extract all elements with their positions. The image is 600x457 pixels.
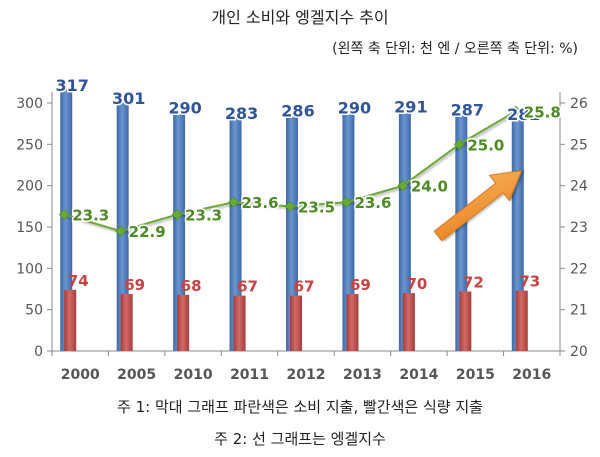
line-value-label: 23.3 bbox=[72, 207, 109, 225]
bar-food bbox=[177, 294, 190, 351]
bar-value-label-food: 67 bbox=[237, 278, 258, 296]
axis-unit-note: (왼쪽 축 단위: 천 엔 / 오른쪽 축 단위: %) bbox=[332, 41, 578, 57]
line-point bbox=[58, 209, 70, 221]
left-tick-label: 100 bbox=[16, 261, 43, 277]
line-point bbox=[453, 138, 465, 150]
trend-arrow-icon bbox=[433, 170, 523, 242]
bar-consumption bbox=[60, 88, 73, 352]
bar-food bbox=[233, 295, 246, 351]
line-point bbox=[284, 200, 296, 212]
line-point bbox=[397, 180, 409, 192]
bar-value-label-food: 69 bbox=[350, 276, 371, 294]
bar-value-label-consumption: 283 bbox=[225, 104, 258, 123]
line-point bbox=[228, 196, 239, 208]
bar-value-label-food: 67 bbox=[294, 278, 315, 296]
bar-consumption bbox=[116, 102, 129, 351]
bar-value-label-consumption: 291 bbox=[394, 97, 427, 116]
bar-food bbox=[346, 293, 359, 351]
left-tick-label: 0 bbox=[34, 344, 43, 360]
bar-food bbox=[290, 295, 302, 351]
x-tick-label: 2005 bbox=[117, 367, 156, 383]
bar-consumption bbox=[173, 111, 186, 352]
right-tick-label: 22 bbox=[570, 261, 588, 277]
bar-consumption bbox=[342, 111, 355, 352]
right-tick-label: 25 bbox=[570, 137, 588, 153]
line-value-label: 23.6 bbox=[354, 194, 391, 212]
x-tick-label: 2013 bbox=[343, 367, 382, 383]
bar-value-label-consumption: 301 bbox=[112, 89, 145, 108]
bar-consumption bbox=[286, 114, 298, 351]
bar-food bbox=[459, 291, 472, 351]
left-tick-label: 50 bbox=[25, 303, 43, 319]
right-tick-label: 23 bbox=[570, 220, 588, 236]
x-tick-label: 2014 bbox=[399, 367, 438, 383]
line-value-label: 22.9 bbox=[129, 223, 166, 241]
line-value-label: 25.8 bbox=[524, 103, 561, 121]
footnote-1: 주 1: 막대 그래프 파란색은 소비 지출, 빨간색은 식량 지출 bbox=[117, 398, 483, 416]
bar-value-label-food: 74 bbox=[68, 272, 89, 290]
bar-food bbox=[64, 289, 77, 351]
right-tick-label: 21 bbox=[570, 303, 588, 319]
chart-title: 개인 소비와 엥겔지수 추이 bbox=[211, 8, 389, 27]
line-value-label: 23.5 bbox=[298, 198, 335, 216]
left-tick-label: 200 bbox=[16, 179, 43, 195]
line-value-label: 24.0 bbox=[411, 178, 448, 196]
line-point bbox=[171, 209, 183, 221]
line-value-label: 23.6 bbox=[242, 194, 279, 212]
line-point bbox=[341, 196, 352, 208]
x-tick-label: 2012 bbox=[287, 367, 326, 383]
bar-value-label-food: 70 bbox=[406, 275, 427, 293]
footnote-2: 주 2: 선 그래프는 엥겔지수 bbox=[214, 430, 386, 448]
x-tick-label: 2000 bbox=[61, 367, 100, 383]
line-value-label: 23.3 bbox=[185, 207, 222, 225]
trend-arrow-shape bbox=[433, 170, 523, 242]
bar-value-label-food: 72 bbox=[463, 273, 484, 291]
bar-food bbox=[402, 293, 415, 351]
left-tick-label: 250 bbox=[16, 137, 43, 153]
bar-value-label-food: 68 bbox=[181, 277, 202, 295]
bar-value-label-consumption: 290 bbox=[168, 98, 201, 117]
bar-consumption bbox=[398, 110, 411, 351]
bar-value-label-consumption: 282 bbox=[507, 105, 540, 124]
x-tick-label: 2016 bbox=[512, 367, 551, 383]
left-tick-label: 150 bbox=[16, 220, 43, 236]
bar-value-label-consumption: 290 bbox=[338, 98, 371, 117]
bar-food bbox=[120, 293, 133, 351]
bar-value-label-consumption: 287 bbox=[451, 101, 484, 120]
line-value-label: 25.0 bbox=[467, 136, 504, 154]
bar-value-label-consumption: 317 bbox=[56, 76, 89, 95]
line-point bbox=[510, 105, 522, 117]
x-tick-label: 2015 bbox=[456, 367, 495, 383]
bar-value-label-food: 73 bbox=[519, 273, 540, 291]
bar-food bbox=[515, 290, 528, 351]
x-tick-label: 2010 bbox=[174, 367, 213, 383]
combo-chart: 0 50 100 150 200 250 300 20 21 22 23 24 25 26 2000 2005… bbox=[16, 74, 588, 383]
bar-consumption bbox=[229, 117, 242, 351]
bar-value-label-food: 69 bbox=[124, 276, 145, 294]
left-tick-label: 300 bbox=[16, 96, 43, 112]
x-tick-label: 2011 bbox=[230, 367, 269, 383]
right-tick-label: 26 bbox=[570, 96, 588, 112]
line-point bbox=[115, 225, 127, 237]
right-tick-label: 24 bbox=[570, 179, 588, 195]
bar-value-label-consumption: 286 bbox=[281, 102, 314, 121]
right-tick-label: 20 bbox=[570, 344, 588, 360]
